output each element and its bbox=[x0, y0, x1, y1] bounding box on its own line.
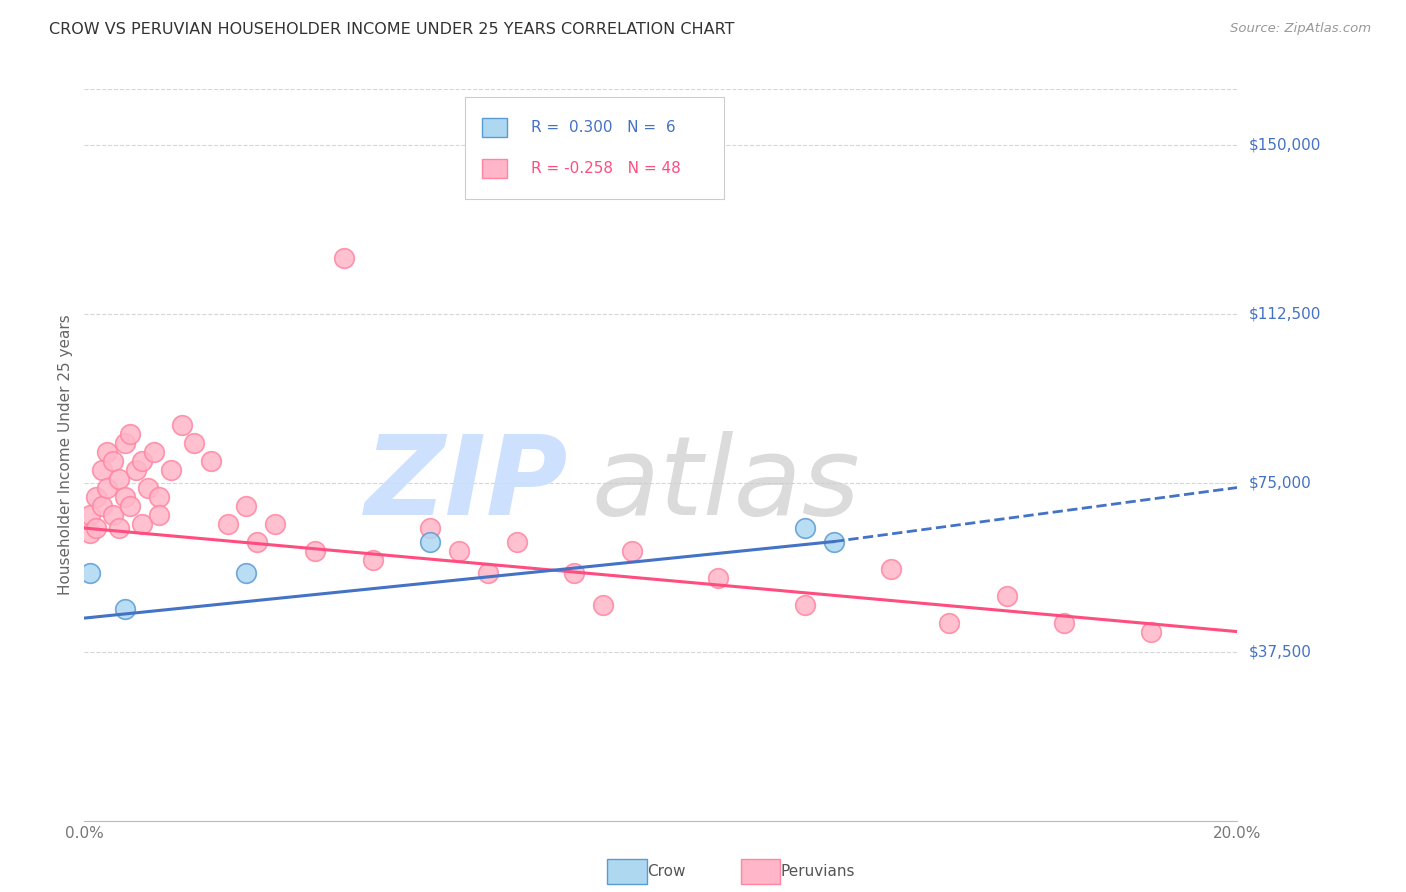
Text: R =  0.300   N =  6: R = 0.300 N = 6 bbox=[530, 120, 675, 135]
FancyBboxPatch shape bbox=[482, 160, 508, 178]
Point bbox=[108, 521, 131, 535]
Y-axis label: Householder Income Under 25 years: Householder Income Under 25 years bbox=[58, 315, 73, 595]
Point bbox=[103, 508, 124, 522]
Point bbox=[447, 543, 470, 558]
Point bbox=[419, 534, 441, 549]
Text: $75,000: $75,000 bbox=[1249, 475, 1312, 491]
Point bbox=[79, 508, 101, 522]
Point bbox=[995, 589, 1018, 603]
Point bbox=[96, 481, 118, 495]
Point bbox=[120, 426, 142, 441]
Text: Peruvians: Peruvians bbox=[780, 864, 855, 879]
Point bbox=[90, 462, 112, 476]
Point bbox=[90, 499, 112, 513]
Point bbox=[84, 490, 107, 504]
Point bbox=[235, 566, 257, 580]
Point bbox=[84, 521, 107, 535]
Point bbox=[1053, 615, 1076, 630]
Point bbox=[1139, 624, 1161, 639]
Point bbox=[304, 543, 326, 558]
Point bbox=[246, 534, 269, 549]
Text: $112,500: $112,500 bbox=[1249, 307, 1320, 322]
Point bbox=[131, 516, 153, 531]
Point bbox=[200, 453, 222, 467]
Point bbox=[136, 481, 159, 495]
Point bbox=[79, 566, 101, 580]
Text: $37,500: $37,500 bbox=[1249, 644, 1312, 659]
Point bbox=[183, 435, 205, 450]
Text: R = -0.258   N = 48: R = -0.258 N = 48 bbox=[530, 161, 681, 177]
Point bbox=[793, 521, 815, 535]
Point bbox=[621, 543, 644, 558]
Text: Crow: Crow bbox=[647, 864, 685, 879]
Point bbox=[148, 508, 170, 522]
Point bbox=[217, 516, 239, 531]
Point bbox=[114, 490, 136, 504]
Point bbox=[823, 534, 845, 549]
Point bbox=[142, 444, 165, 458]
Point bbox=[235, 499, 257, 513]
Point bbox=[103, 453, 124, 467]
Point bbox=[108, 471, 131, 485]
Point bbox=[172, 417, 194, 432]
Point bbox=[419, 521, 441, 535]
Point bbox=[131, 453, 153, 467]
Text: CROW VS PERUVIAN HOUSEHOLDER INCOME UNDER 25 YEARS CORRELATION CHART: CROW VS PERUVIAN HOUSEHOLDER INCOME UNDE… bbox=[49, 22, 735, 37]
Point bbox=[125, 462, 148, 476]
Point bbox=[79, 525, 101, 540]
FancyBboxPatch shape bbox=[465, 96, 724, 199]
Point bbox=[263, 516, 285, 531]
Point bbox=[160, 462, 183, 476]
Point bbox=[477, 566, 499, 580]
Text: atlas: atlas bbox=[592, 431, 860, 538]
Text: Source: ZipAtlas.com: Source: ZipAtlas.com bbox=[1230, 22, 1371, 36]
Point bbox=[114, 435, 136, 450]
Point bbox=[707, 571, 730, 585]
Point bbox=[332, 251, 354, 265]
Point bbox=[880, 561, 903, 575]
FancyBboxPatch shape bbox=[482, 118, 508, 136]
Point bbox=[938, 615, 960, 630]
Point bbox=[361, 552, 384, 566]
Point bbox=[793, 598, 815, 612]
Point bbox=[96, 444, 118, 458]
Point bbox=[148, 490, 170, 504]
Point bbox=[562, 566, 586, 580]
Point bbox=[120, 499, 142, 513]
Text: $150,000: $150,000 bbox=[1249, 138, 1320, 153]
Text: ZIP: ZIP bbox=[366, 431, 568, 538]
Point bbox=[592, 598, 614, 612]
Point bbox=[114, 602, 136, 616]
Point bbox=[506, 534, 529, 549]
